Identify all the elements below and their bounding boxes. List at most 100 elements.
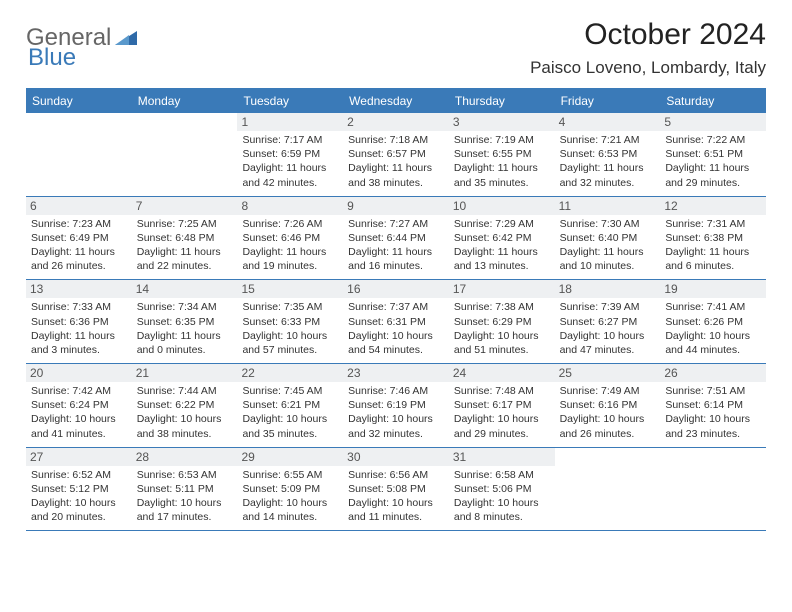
day-number: 4	[555, 113, 661, 131]
day-number: 12	[660, 197, 766, 215]
day-number: 19	[660, 280, 766, 298]
title-block: October 2024 Paisco Loveno, Lombardy, It…	[530, 18, 766, 78]
calendar-cell: 6Sunrise: 7:23 AMSunset: 6:49 PMDaylight…	[26, 197, 132, 280]
daylight-text: Daylight: 10 hours and 26 minutes.	[560, 412, 656, 440]
sunrise-text: Sunrise: 7:51 AM	[665, 384, 761, 398]
sunset-text: Sunset: 6:40 PM	[560, 231, 656, 245]
day-number: 3	[449, 113, 555, 131]
sunrise-text: Sunrise: 7:49 AM	[560, 384, 656, 398]
calendar-cell: 18Sunrise: 7:39 AMSunset: 6:27 PMDayligh…	[555, 280, 661, 363]
calendar-cell: 31Sunrise: 6:58 AMSunset: 5:06 PMDayligh…	[449, 448, 555, 531]
sunrise-text: Sunrise: 7:29 AM	[454, 217, 550, 231]
calendar-cell: 4Sunrise: 7:21 AMSunset: 6:53 PMDaylight…	[555, 113, 661, 196]
calendar-cell: 8Sunrise: 7:26 AMSunset: 6:46 PMDaylight…	[237, 197, 343, 280]
day-number: 22	[237, 364, 343, 382]
day-of-week-label: Saturday	[660, 88, 766, 113]
calendar-cell: 9Sunrise: 7:27 AMSunset: 6:44 PMDaylight…	[343, 197, 449, 280]
daylight-text: Daylight: 11 hours and 3 minutes.	[31, 329, 127, 357]
day-number: 6	[26, 197, 132, 215]
calendar-week-row: 6 Sunrise: 7:23 AMSunset: 6:49 PM Daylight…	[26, 197, 766, 281]
day-number: 7	[132, 197, 238, 215]
daylight-text: Daylight: 10 hours and 38 minutes.	[137, 412, 233, 440]
calendar-cell	[132, 113, 238, 196]
sunset-text: Sunset: 6:33 PM	[242, 315, 338, 329]
day-number: 5	[660, 113, 766, 131]
sunrise-text: Sunrise: 7:18 AM	[348, 133, 444, 147]
sunrise-text: Sunrise: 7:19 AM	[454, 133, 550, 147]
day-of-week-label: Thursday	[449, 88, 555, 113]
sunrise-text: Sunrise: 7:45 AM	[242, 384, 338, 398]
sunset-text: Sunset: 6:49 PM	[31, 231, 127, 245]
sunrise-text: Sunrise: 7:23 AM	[31, 217, 127, 231]
daylight-text: Daylight: 10 hours and 14 minutes.	[242, 496, 338, 524]
sunrise-text: Sunrise: 7:38 AM	[454, 300, 550, 314]
sunset-text: Sunset: 6:24 PM	[31, 398, 127, 412]
calendar-cell: 30Sunrise: 6:56 AMSunset: 5:08 PMDayligh…	[343, 448, 449, 531]
calendar-cell: 13Sunrise: 7:33 AMSunset: 6:36 PMDayligh…	[26, 280, 132, 363]
day-of-week-label: Tuesday	[237, 88, 343, 113]
sunrise-text: Sunrise: 7:35 AM	[242, 300, 338, 314]
logo-triangle-icon	[115, 27, 137, 50]
day-number: 17	[449, 280, 555, 298]
day-number: 1	[237, 113, 343, 131]
calendar-cell: 11Sunrise: 7:30 AMSunset: 6:40 PMDayligh…	[555, 197, 661, 280]
sunset-text: Sunset: 6:44 PM	[348, 231, 444, 245]
daylight-text: Daylight: 10 hours and 29 minutes.	[454, 412, 550, 440]
daylight-text: Daylight: 11 hours and 38 minutes.	[348, 161, 444, 189]
sunset-text: Sunset: 6:53 PM	[560, 147, 656, 161]
sunrise-text: Sunrise: 6:58 AM	[454, 468, 550, 482]
daylight-text: Daylight: 10 hours and 41 minutes.	[31, 412, 127, 440]
sunset-text: Sunset: 6:22 PM	[137, 398, 233, 412]
day-number: 21	[132, 364, 238, 382]
sunset-text: Sunset: 6:55 PM	[454, 147, 550, 161]
day-of-week-label: Monday	[132, 88, 238, 113]
daylight-text: Daylight: 11 hours and 6 minutes.	[665, 245, 761, 273]
sunrise-text: Sunrise: 7:39 AM	[560, 300, 656, 314]
daylight-text: Daylight: 11 hours and 16 minutes.	[348, 245, 444, 273]
sunset-text: Sunset: 6:17 PM	[454, 398, 550, 412]
day-number: 11	[555, 197, 661, 215]
sunrise-text: Sunrise: 7:42 AM	[31, 384, 127, 398]
sunrise-text: Sunrise: 7:30 AM	[560, 217, 656, 231]
calendar-cell: 14Sunrise: 7:34 AMSunset: 6:35 PMDayligh…	[132, 280, 238, 363]
sunset-text: Sunset: 6:29 PM	[454, 315, 550, 329]
sunset-text: Sunset: 5:09 PM	[242, 482, 338, 496]
day-number: 23	[343, 364, 449, 382]
day-number: 16	[343, 280, 449, 298]
sunset-text: Sunset: 6:14 PM	[665, 398, 761, 412]
month-title: October 2024	[530, 18, 766, 52]
calendar-cell: 24Sunrise: 7:48 AMSunset: 6:17 PMDayligh…	[449, 364, 555, 447]
daylight-text: Daylight: 10 hours and 54 minutes.	[348, 329, 444, 357]
sunrise-text: Sunrise: 6:52 AM	[31, 468, 127, 482]
daylight-text: Daylight: 10 hours and 20 minutes.	[31, 496, 127, 524]
sunset-text: Sunset: 6:21 PM	[242, 398, 338, 412]
calendar-cell: 17Sunrise: 7:38 AMSunset: 6:29 PMDayligh…	[449, 280, 555, 363]
calendar-cell: 21Sunrise: 7:44 AMSunset: 6:22 PMDayligh…	[132, 364, 238, 447]
calendar-cell: 15Sunrise: 7:35 AMSunset: 6:33 PMDayligh…	[237, 280, 343, 363]
day-number: 26	[660, 364, 766, 382]
sunset-text: Sunset: 6:31 PM	[348, 315, 444, 329]
calendar-cell: 22 Sunrise: 7:45 AMSunset: 6:21 PMDayligh…	[237, 364, 343, 447]
daylight-text: Daylight: 10 hours and 32 minutes.	[348, 412, 444, 440]
daylight-text: Daylight: 10 hours and 17 minutes.	[137, 496, 233, 524]
calendar-cell: 7Sunrise: 7:25 AMSunset: 6:48 PMDaylight…	[132, 197, 238, 280]
calendar-cell	[555, 448, 661, 531]
day-number: 18	[555, 280, 661, 298]
daylight-text: Daylight: 10 hours and 23 minutes.	[665, 412, 761, 440]
sunset-text: Sunset: 5:12 PM	[31, 482, 127, 496]
header: General October 2024 Paisco Loveno, Lomb…	[26, 18, 766, 78]
sunset-text: Sunset: 6:35 PM	[137, 315, 233, 329]
sunset-text: Sunset: 6:16 PM	[560, 398, 656, 412]
calendar-week-row: 1Sunrise: 7:17 AMSunset: 6:59 PMDaylight…	[26, 113, 766, 197]
sunrise-text: Sunrise: 7:27 AM	[348, 217, 444, 231]
sunrise-text: Sunrise: 6:56 AM	[348, 468, 444, 482]
sunset-text: Sunset: 6:27 PM	[560, 315, 656, 329]
daylight-text: Daylight: 11 hours and 0 minutes.	[137, 329, 233, 357]
daylight-text: Daylight: 10 hours and 35 minutes.	[242, 412, 338, 440]
sunrise-text: Sunrise: 7:26 AM	[242, 217, 338, 231]
location: Paisco Loveno, Lombardy, Italy	[530, 58, 766, 78]
sunset-text: Sunset: 6:51 PM	[665, 147, 761, 161]
sunrise-text: Sunrise: 7:17 AM	[242, 133, 338, 147]
sunrise-text: Sunrise: 7:37 AM	[348, 300, 444, 314]
calendar-week-row: 13Sunrise: 7:33 AMSunset: 6:36 PMDayligh…	[26, 280, 766, 364]
